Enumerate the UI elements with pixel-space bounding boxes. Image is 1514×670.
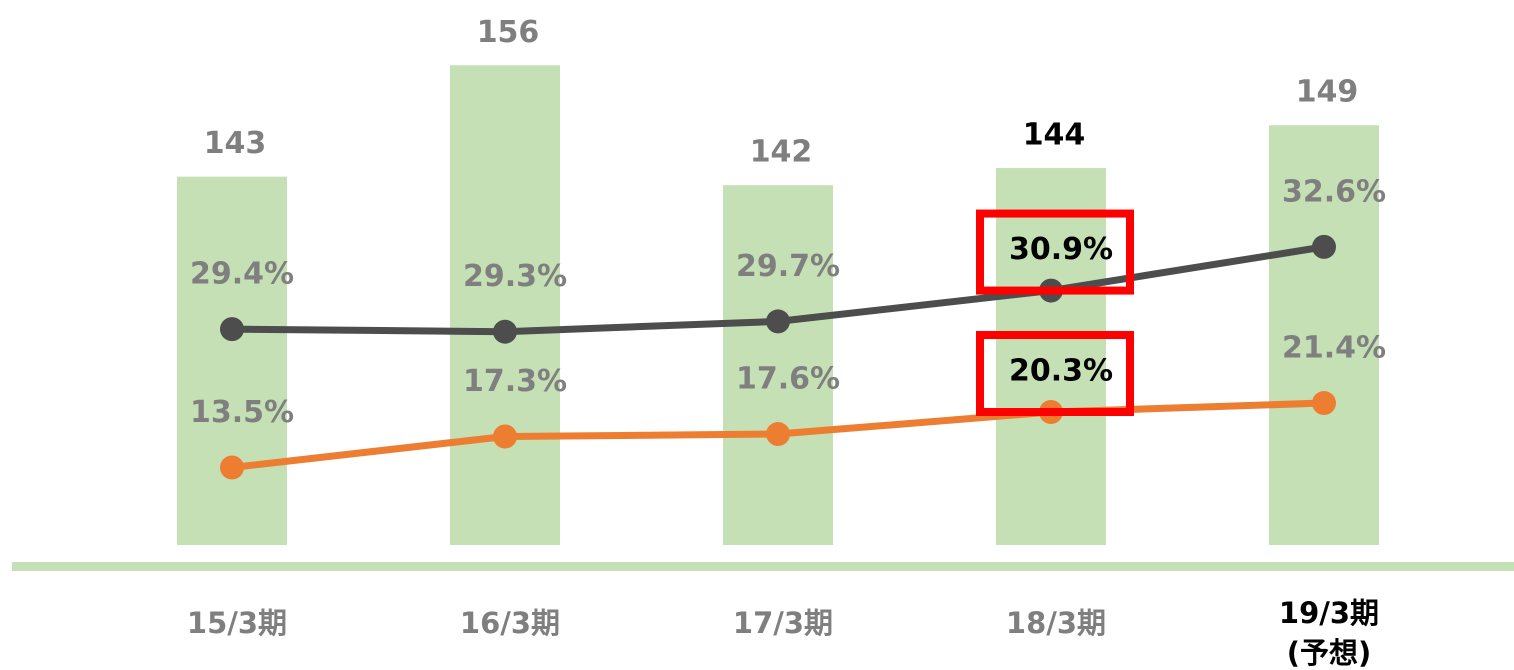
line-point <box>493 424 517 449</box>
baseline <box>12 562 1514 571</box>
line-value-label: 17.6% <box>736 362 840 397</box>
line-value-label: 13.5% <box>190 395 294 430</box>
bar <box>1269 125 1379 545</box>
x-tick-label: 16/3期 <box>459 606 561 640</box>
line-value-label: 32.6% <box>1282 174 1386 209</box>
line-point <box>766 422 790 447</box>
line-point <box>493 319 517 344</box>
line-value-label: 29.7% <box>736 249 840 284</box>
line-value-label: 21.4% <box>1282 331 1386 366</box>
bar <box>996 168 1106 546</box>
bar-value-label: 142 <box>750 135 813 170</box>
line-value-label: 29.4% <box>190 257 294 292</box>
line-value-label: 30.9% <box>1009 232 1113 267</box>
bar <box>177 176 287 545</box>
line-value-label: 29.3% <box>463 259 567 294</box>
line-point <box>766 309 790 334</box>
line-point <box>1312 391 1336 416</box>
line-point <box>1312 234 1336 259</box>
highlight-box <box>976 331 1134 417</box>
line-value-label: 20.3% <box>1009 354 1113 389</box>
x-tick-label: 18/3期 <box>1005 606 1107 640</box>
x-tick-label: 19/3期 (予想) <box>1278 596 1380 670</box>
line-point <box>220 317 244 342</box>
line-point <box>220 455 244 480</box>
bar-value-label: 149 <box>1296 75 1359 110</box>
x-tick-label: 17/3期 <box>732 606 834 640</box>
bar <box>450 65 560 546</box>
highlight-box <box>976 209 1134 295</box>
bar-value-label: 144 <box>1023 118 1086 153</box>
x-tick-label: 15/3期 <box>186 606 288 640</box>
bar-value-label: 156 <box>477 15 540 50</box>
bar <box>723 185 833 545</box>
line-value-label: 17.3% <box>463 364 567 399</box>
bar-value-label: 143 <box>204 126 267 161</box>
